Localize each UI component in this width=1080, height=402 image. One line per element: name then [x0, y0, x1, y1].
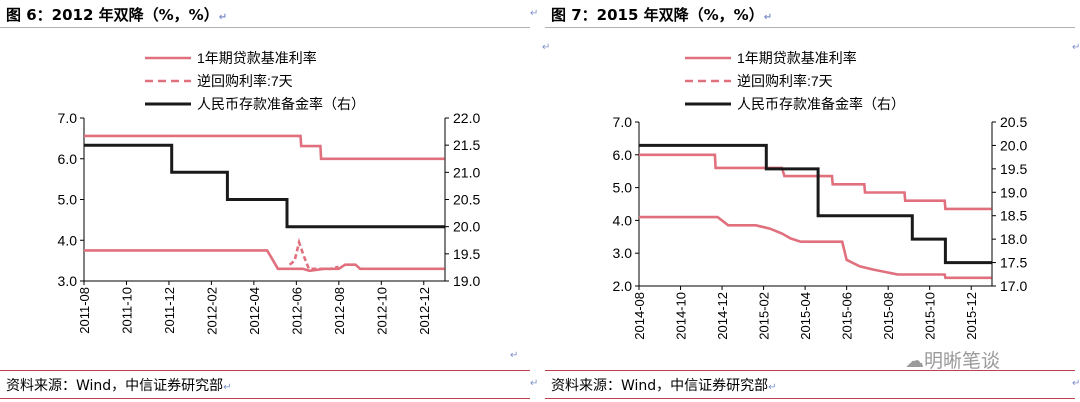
- watermark: ☁明晰笔谈: [905, 350, 1001, 372]
- y-left-tick-label: 3.0: [613, 245, 633, 261]
- return-mark: ↵: [542, 42, 551, 53]
- y-right-tick-label: 19.5: [453, 246, 480, 262]
- x-tick-label: 2012-12: [417, 287, 432, 335]
- y-left-tick-label: 4.0: [613, 212, 633, 228]
- x-tick-label: 2015-02: [757, 292, 772, 340]
- source-divider-top: [545, 370, 1075, 371]
- y-right-tick-label: 19.0: [453, 273, 480, 289]
- y-left-tick-label: 5.0: [613, 180, 633, 196]
- source-divider-top: [0, 370, 530, 371]
- legend-label: 人民币存款准备金率（右）: [197, 96, 365, 112]
- legend-label: 逆回购利率:7天: [737, 73, 833, 89]
- y-right-tick-label: 20.5: [453, 192, 480, 208]
- source-note: 资料来源：Wind，中信证券研究部↵: [6, 378, 232, 394]
- legend-label: 人民币存款准备金率（右）: [737, 96, 905, 112]
- series-line: [84, 249, 445, 273]
- x-tick-label: 2011-12: [162, 287, 177, 334]
- source-note: 资料来源：Wind，中信证券研究部↵: [551, 378, 777, 394]
- y-left-tick-label: 2.0: [613, 278, 633, 294]
- figure-6-panel: 图 6：2012 年双降（%，%）↵ 3.0 4.0 5.0 6.0 7.0 19.0 19…: [0, 6, 530, 399]
- x-tick-label: 2015-10: [923, 292, 938, 340]
- y-left-tick-label: 5.0: [58, 192, 78, 208]
- y-right-tick-label: 17.0: [1000, 278, 1027, 294]
- x-tick-label: 2015-04: [798, 292, 813, 340]
- figure-title: 图 6：2012 年双降（%，%）↵: [6, 6, 228, 24]
- y-right-tick-label: 20.0: [1000, 137, 1027, 153]
- x-tick-label: 2015-08: [881, 292, 896, 340]
- y-right-tick-label: 21.0: [453, 164, 480, 180]
- return-mark: ↵: [1072, 378, 1080, 389]
- y-left-tick-label: 4.0: [58, 232, 78, 248]
- y-right-tick-label: 18.0: [1000, 231, 1027, 247]
- series-line: [288, 237, 339, 271]
- title-divider: [0, 27, 530, 28]
- series-line: [639, 143, 992, 265]
- series-line: [84, 143, 445, 229]
- x-tick-label: 2014-10: [674, 292, 689, 340]
- y-right-tick-label: 22.0: [453, 110, 480, 126]
- x-tick-label: 2012-02: [204, 287, 219, 335]
- legend-label: 1年期贷款基准利率: [197, 50, 317, 66]
- x-tick-label: 2012-04: [247, 287, 262, 335]
- wechat-icon: ☁: [905, 350, 924, 372]
- x-tick-label: 2015-06: [840, 292, 855, 340]
- legend-label: 逆回购利率:7天: [197, 73, 293, 89]
- series-line: [84, 134, 445, 161]
- series-line: [639, 215, 992, 280]
- y-left-tick-label: 7.0: [58, 110, 78, 126]
- x-tick-label: 2012-06: [289, 287, 304, 335]
- y-right-tick-label: 20.0: [453, 219, 480, 235]
- y-left-tick-label: 6.0: [58, 151, 78, 167]
- figure-7-panel: 图 7：2015 年双降（%，%）↵ 2.0 3.0 4.0 5.0 6.0 7.0 17.…: [545, 0, 1080, 402]
- return-mark: ↵: [530, 378, 539, 389]
- figure-title: 图 7：2015 年双降（%，%）↵: [551, 6, 773, 24]
- y-left-tick-label: 7.0: [613, 114, 633, 130]
- x-tick-label: 2014-12: [715, 292, 730, 340]
- y-left-tick-label: 3.0: [58, 273, 78, 289]
- return-mark: ↵: [1072, 42, 1080, 53]
- x-tick-label: 2011-10: [119, 287, 134, 334]
- y-right-tick-label: 17.5: [1000, 255, 1027, 271]
- y-right-tick-label: 19.0: [1000, 184, 1027, 200]
- chart-2015: 2.0 3.0 4.0 5.0 6.0 7.0 17.0 17.5 18.0 18.5 19.0 19…: [613, 50, 1028, 340]
- y-right-tick-label: 19.5: [1000, 161, 1027, 177]
- y-left-tick-label: 6.0: [613, 147, 633, 163]
- x-tick-label: 2015-12: [964, 292, 979, 340]
- x-tick-label: 2012-08: [332, 287, 347, 335]
- y-right-tick-label: 21.5: [453, 137, 480, 153]
- legend-label: 1年期贷款基准利率: [737, 50, 857, 66]
- x-tick-label: 2014-08: [632, 292, 647, 340]
- x-tick-label: 2011-08: [77, 287, 92, 334]
- return-mark: ↵: [510, 350, 519, 361]
- chart-2012: 3.0 4.0 5.0 6.0 7.0 19.0 19.5 20.0 20.5 21.0 21.5 2…: [58, 50, 481, 335]
- source-divider-bottom: [545, 398, 1075, 399]
- y-right-tick-label: 18.5: [1000, 208, 1027, 224]
- y-right-tick-label: 20.5: [1000, 114, 1027, 130]
- x-tick-label: 2012-10: [374, 287, 389, 335]
- source-divider-bottom: [0, 398, 530, 399]
- return-mark: ↵: [530, 8, 539, 19]
- series-line: [639, 153, 992, 211]
- title-divider: [545, 27, 1075, 28]
